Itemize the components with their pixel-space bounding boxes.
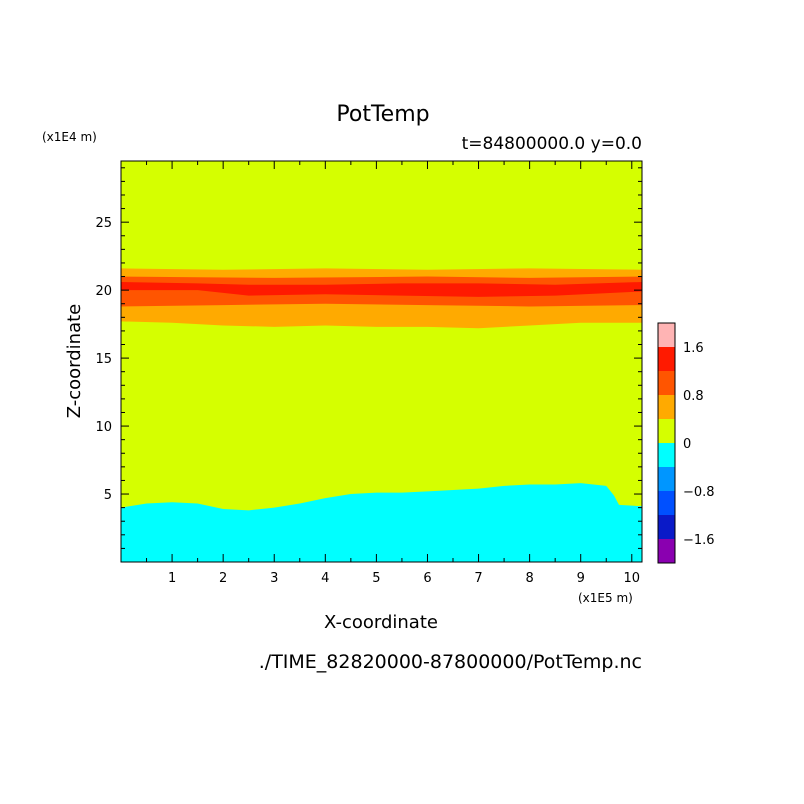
x-tick-label: 3 xyxy=(270,571,278,586)
y-tick-label: 15 xyxy=(95,352,112,367)
colorbar-swatch xyxy=(658,323,675,347)
colorbar-tick-label: 0.8 xyxy=(683,389,704,404)
colorbar-frame xyxy=(657,322,676,564)
colorbar: 1.6 0.8 0 −0.8 −1.6 xyxy=(657,322,715,564)
chart-subtitle: t=84800000.0 y=0.0 xyxy=(462,134,642,154)
x-tick-label: 4 xyxy=(321,571,329,586)
x-tick-label: 6 xyxy=(423,571,431,586)
x-axis-label: X-coordinate xyxy=(324,612,438,633)
colorbar-swatch xyxy=(658,419,675,443)
x-unit-label: (x1E5 m) xyxy=(578,591,633,605)
colorbar-swatch xyxy=(658,515,675,539)
x-tick-label: 10 xyxy=(624,571,641,586)
colorbar-tick-label: −0.8 xyxy=(683,485,715,500)
y-unit-label: (x1E4 m) xyxy=(42,130,97,144)
y-axis-label: Z-coordinate xyxy=(64,304,85,419)
y-tick-label: 20 xyxy=(95,284,112,299)
colorbar-swatch xyxy=(658,491,675,515)
colorbar-tick-label: 1.6 xyxy=(683,341,704,356)
chart-title: PotTemp xyxy=(336,102,429,127)
colorbar-swatch xyxy=(658,347,675,371)
colorbar-swatch xyxy=(658,467,675,491)
y-tick-label: 25 xyxy=(95,216,112,231)
y-tick-label: 5 xyxy=(104,488,112,503)
colorbar-swatch xyxy=(658,539,675,563)
region-lower-cold-layer xyxy=(121,483,642,562)
colorbar-swatch xyxy=(658,395,675,419)
y-tick-label: 10 xyxy=(95,420,112,435)
colorbar-tick-label: 0 xyxy=(683,437,691,452)
x-tick-label: 5 xyxy=(372,571,380,586)
colorbar-swatch xyxy=(658,371,675,395)
x-tick-label: 1 xyxy=(168,571,176,586)
x-tick-label: 7 xyxy=(474,571,482,586)
region-background xyxy=(121,161,642,562)
region-warm-core xyxy=(121,281,642,297)
axis-ticks: 1 2 3 4 5 6 7 8 9 10 5 10 15 20 25 xyxy=(95,161,642,586)
colorbar-swatch xyxy=(658,443,675,467)
colorbar-tick-label: −1.6 xyxy=(683,533,715,548)
plot-frame xyxy=(120,160,643,563)
contour-regions xyxy=(121,161,642,562)
x-tick-label: 8 xyxy=(525,571,533,586)
x-tick-label: 2 xyxy=(219,571,227,586)
x-tick-label: 9 xyxy=(577,571,585,586)
source-file-path: ./TIME_82820000-87800000/PotTemp.nc xyxy=(259,651,642,673)
